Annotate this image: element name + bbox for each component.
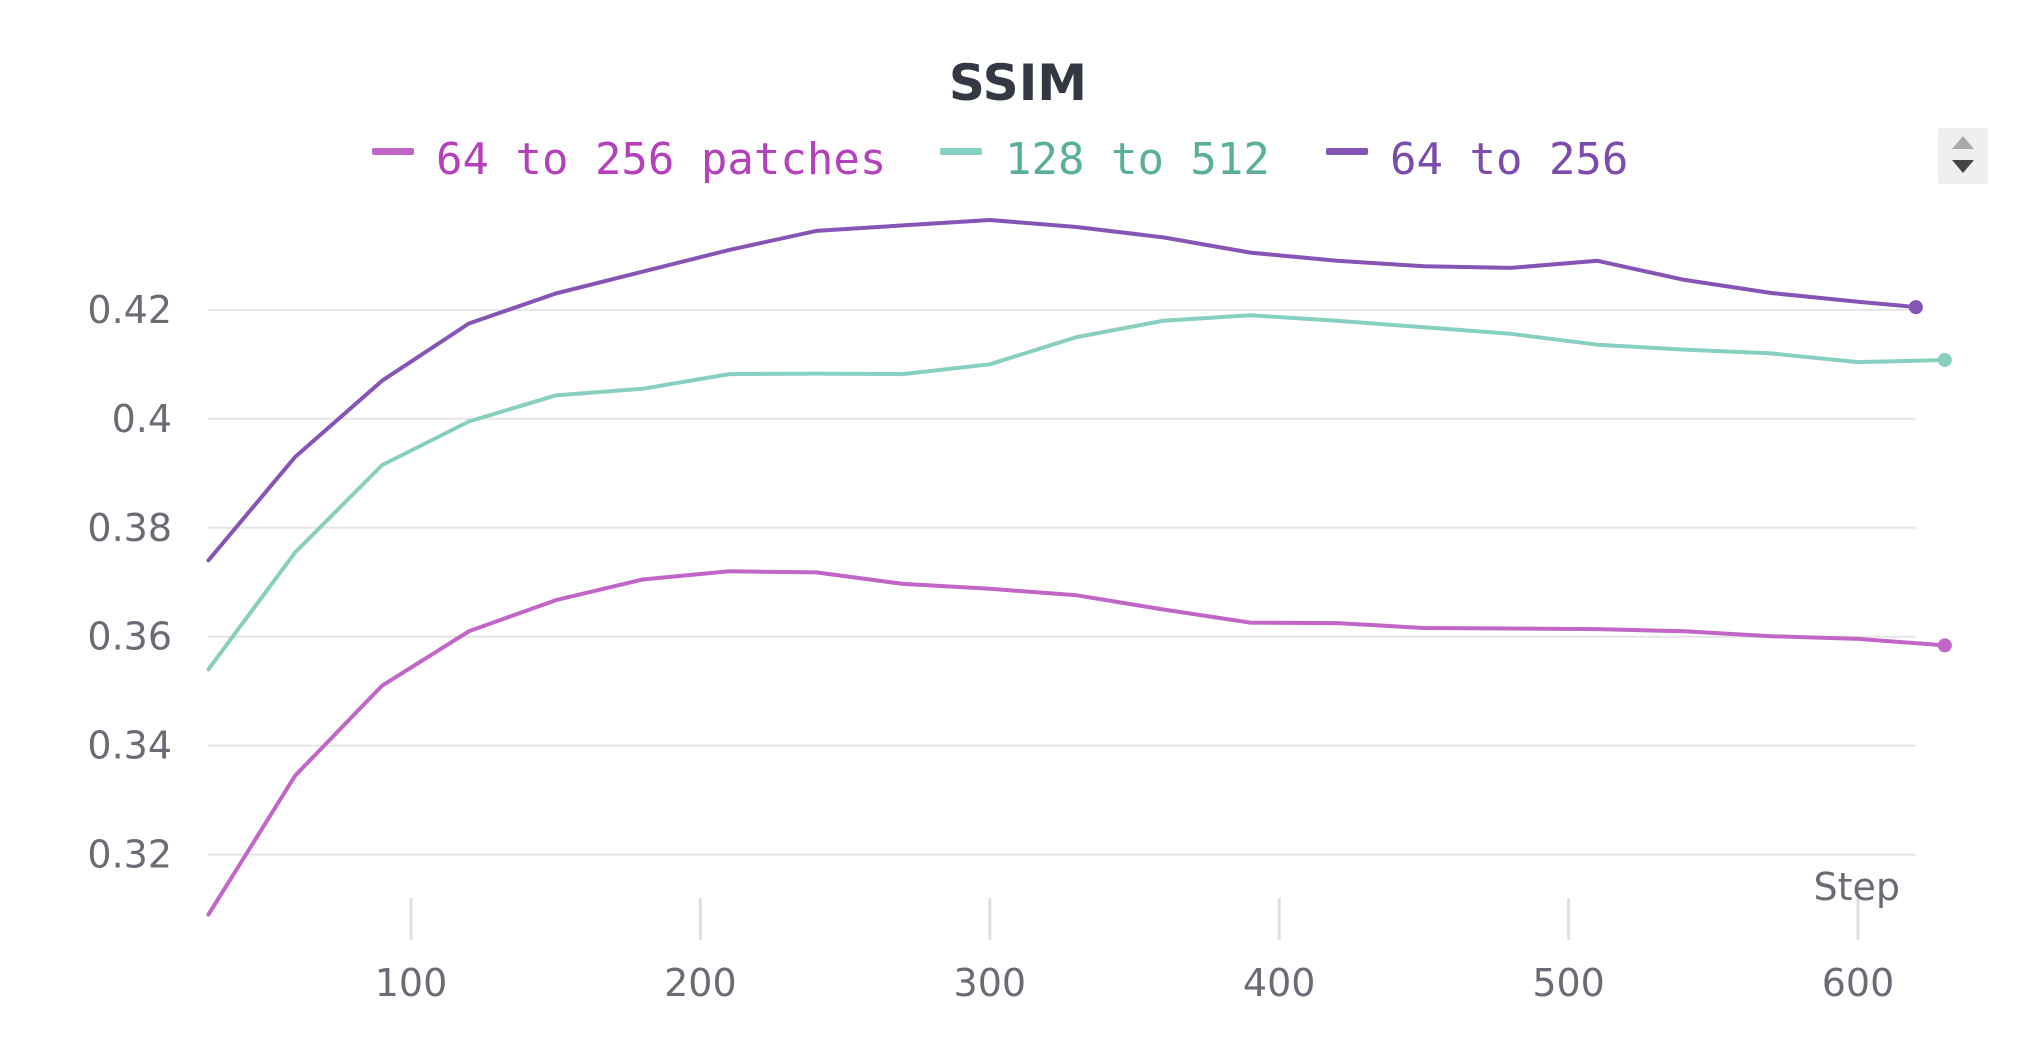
series-line-2 — [206, 218, 1918, 563]
x-tick-label: 500 — [1532, 961, 1605, 1005]
legend-item-128-to-512[interactable]: 128 to 512 — [940, 134, 1270, 185]
legend-scroll-control[interactable] — [1938, 128, 1988, 184]
series-end-point-1 — [1937, 352, 1952, 367]
chart-legend: 64 to 256 patches 128 to 512 64 to 256 — [372, 134, 1628, 185]
chevron-up-icon[interactable] — [1952, 136, 1974, 149]
x-axis-ticks: 100 200 300 400 500 600 — [375, 898, 1895, 1005]
chevron-down-icon[interactable] — [1952, 160, 1974, 173]
y-tick-label: 0.32 — [87, 833, 172, 877]
legend-item-64-to-256[interactable]: 64 to 256 — [1326, 134, 1628, 185]
x-tick-label: 200 — [664, 961, 737, 1005]
x-tick-label: 100 — [375, 961, 448, 1005]
legend-label-64-to-256-patches: 64 to 256 patches — [436, 134, 886, 185]
series-line-1 — [206, 313, 1947, 672]
x-tick-label: 600 — [1822, 961, 1895, 1005]
legend-item-64-to-256-patches[interactable]: 64 to 256 patches — [372, 134, 886, 185]
x-axis-label: Step — [1813, 865, 1900, 909]
legend-swatch-64-to-256-patches — [372, 148, 414, 155]
grid-lines — [208, 308, 1916, 856]
x-tick-label: 400 — [1243, 961, 1316, 1005]
chart-title: SSIM — [949, 54, 1087, 112]
x-tick-label: 300 — [954, 961, 1027, 1005]
y-axis-ticks: 0.32 0.34 0.36 0.38 0.4 0.42 — [87, 288, 172, 877]
y-tick-label: 0.4 — [112, 397, 172, 441]
legend-label-128-to-512: 128 to 512 — [1005, 134, 1270, 185]
y-tick-label: 0.34 — [87, 724, 172, 768]
legend-label-64-to-256: 64 to 256 — [1390, 134, 1628, 185]
series-line-0 — [206, 569, 1947, 917]
series-end-point-0 — [1937, 638, 1952, 653]
legend-swatch-128-to-512 — [940, 148, 982, 155]
y-tick-label: 0.42 — [87, 288, 172, 332]
y-tick-label: 0.38 — [87, 506, 172, 550]
series-group — [206, 218, 1952, 917]
legend-swatch-64-to-256 — [1326, 148, 1368, 155]
series-end-point-2 — [1908, 300, 1923, 315]
y-tick-label: 0.36 — [87, 615, 172, 659]
